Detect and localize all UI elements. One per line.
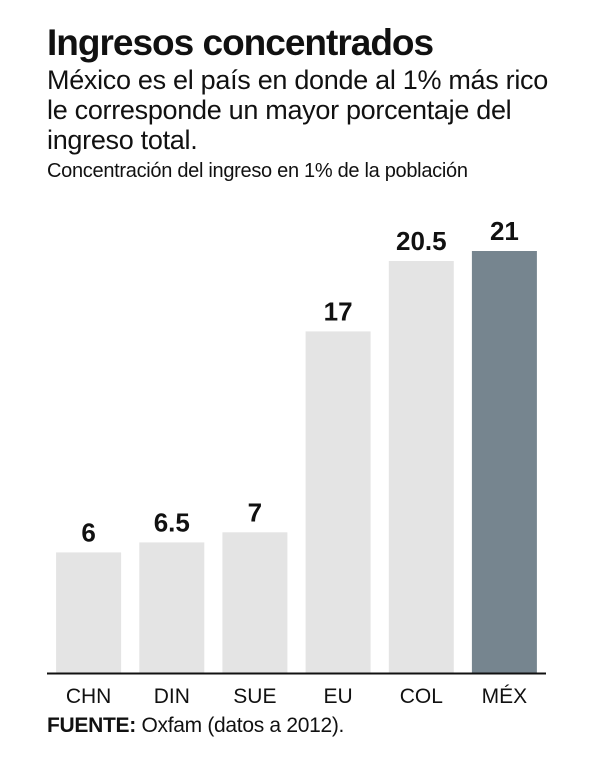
data-label: 7	[248, 497, 262, 527]
source-text: Oxfam (datos a 2012).	[141, 714, 345, 737]
data-label: 6.5	[154, 507, 190, 537]
x-tick-label: MÉX	[482, 685, 528, 708]
bar-méx	[471, 251, 537, 673]
data-label: 21	[490, 216, 519, 246]
chart-caption: Concentración del ingreso en 1% de la po…	[47, 160, 468, 182]
bar-sue	[222, 532, 288, 673]
x-tick-label: COL	[400, 685, 443, 708]
x-tick-label: DIN	[154, 685, 190, 708]
x-tick-label: EU	[324, 685, 353, 708]
bar-col	[388, 261, 454, 673]
data-label: 17	[324, 296, 353, 326]
bar-din	[139, 542, 205, 673]
x-tick-label: CHN	[66, 685, 112, 708]
chart-subtitle: México es el país en donde al 1% más ric…	[47, 65, 548, 155]
chart-title: Ingresos concentrados	[47, 22, 434, 63]
x-tick-label: SUE	[233, 685, 276, 708]
bar-chn	[56, 552, 122, 673]
data-label: 20.5	[396, 226, 447, 256]
bar-eu	[305, 331, 371, 673]
data-label: 6	[81, 517, 95, 547]
source-note: FUENTE: Oxfam (datos a 2012).	[47, 714, 344, 738]
source-label: FUENTE:	[47, 714, 136, 737]
